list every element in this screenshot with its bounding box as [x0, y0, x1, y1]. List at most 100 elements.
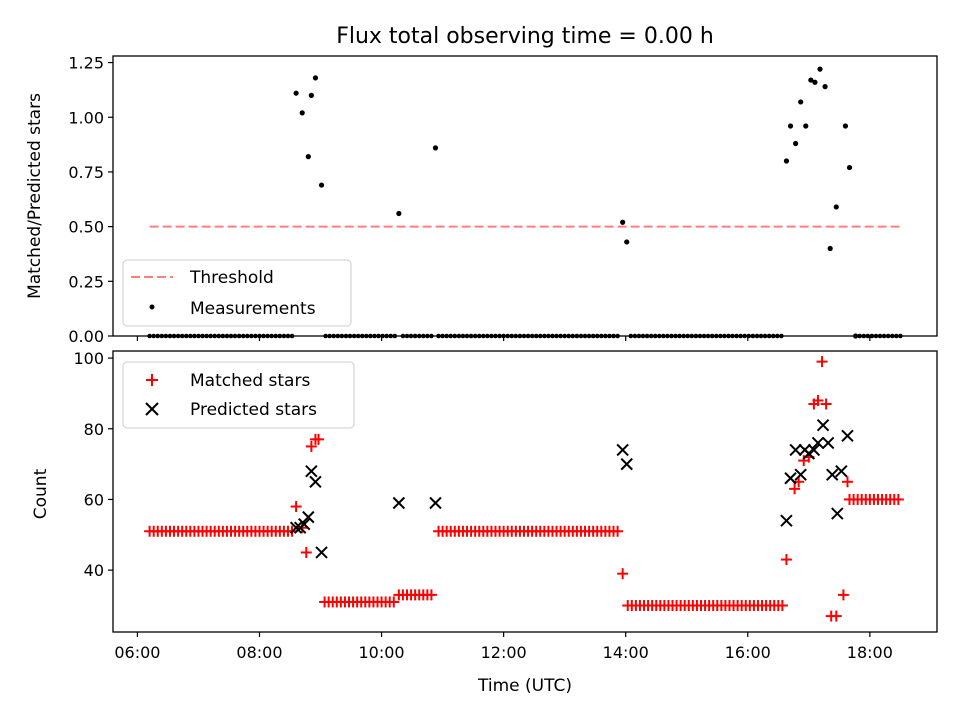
- predicted-stars-point: [841, 429, 854, 443]
- matched-stars-point: [841, 476, 853, 488]
- bottom-legend-box: [122, 361, 355, 429]
- x-tick-label: 12:00: [481, 643, 527, 662]
- bottom-y-tick-label: 60: [84, 490, 104, 509]
- measurement-point: [396, 210, 402, 217]
- predicted-stars-point: [298, 517, 311, 531]
- top-y-tick-label: 0.75: [68, 163, 104, 182]
- matched-stars-point: [830, 610, 842, 622]
- matched-stars-point: [425, 589, 437, 601]
- predicted-stars-point: [620, 457, 633, 471]
- predicted-stars-point: [794, 468, 807, 481]
- bottom-plot-area: [144, 356, 904, 622]
- x-tick-label: 06:00: [114, 643, 160, 662]
- predicted-stars-point: [789, 443, 802, 457]
- measurements-legend-marker: [149, 304, 155, 310]
- predicted-stars-point: [784, 472, 797, 485]
- predicted-stars-point: [616, 443, 629, 457]
- predicted-stars-legend-marker: [145, 402, 159, 416]
- measurement-point: [803, 123, 809, 129]
- top-y-tick-label: 0.50: [68, 218, 104, 237]
- matched-stars-point: [812, 394, 824, 406]
- measurement-point: [846, 164, 853, 171]
- predicted-stars-point: [780, 514, 793, 527]
- measurement-point: [798, 99, 804, 105]
- measurement-point: [312, 75, 319, 81]
- matched-stars-point: [296, 522, 308, 534]
- chart-title: Flux total observing time = 0.00 h: [336, 24, 714, 49]
- top-axes: 0.00 0.25 0.50 0.75 1.00 1.25 Matched/Predict…: [25, 54, 938, 346]
- measurement-point: [293, 90, 299, 96]
- x-tick-label: 10:00: [359, 643, 405, 662]
- bottom-axes: 06:00 08:00 10:00 12:00 14:00 16:00 18:00 40 60 8…: [31, 349, 938, 696]
- bottom-legend: Matched stars Predicted stars: [122, 361, 355, 429]
- matched-stars-legend-marker: [146, 374, 158, 386]
- measurement-point: [822, 84, 828, 90]
- predicted-stars-point: [821, 436, 835, 450]
- matched-stars-point: [820, 398, 832, 410]
- matched-stars-point: [300, 546, 312, 558]
- predicted-stars-point: [309, 475, 322, 488]
- matched-stars-point: [305, 440, 317, 452]
- matched-stars-point: [388, 596, 400, 608]
- top-y-axis-label: Matched/Predicted stars: [25, 93, 45, 299]
- bottom-y-axis-label: Count: [31, 468, 51, 519]
- predicted-stars-point: [816, 419, 830, 432]
- predicted-stars-point: [811, 436, 825, 450]
- predicted-stars-point: [302, 510, 315, 524]
- measurement-point: [620, 219, 626, 225]
- measurement-point: [624, 239, 630, 245]
- measurements-legend-label: Measurements: [190, 299, 316, 319]
- measurement-point: [318, 182, 325, 188]
- measurement-point: [299, 110, 305, 116]
- predicted-stars-point: [835, 464, 848, 478]
- bottom-y-tick-label: 80: [84, 420, 104, 439]
- top-axes-frame: [112, 55, 938, 337]
- predicted-stars-legend-label: Predicted stars: [190, 400, 317, 420]
- measurement-point: [308, 92, 314, 98]
- matched-stars-point: [780, 554, 792, 566]
- measurement-point: [827, 245, 833, 252]
- measurement-point: [833, 204, 839, 210]
- matched-stars-point: [892, 493, 904, 505]
- x-axis-label: Time (UTC): [477, 676, 572, 696]
- predicted-stars-point: [392, 496, 406, 510]
- measurement-point: [812, 79, 818, 85]
- x-tick-label: 16:00: [725, 643, 771, 662]
- threshold-legend-label: Threshold: [189, 268, 274, 288]
- measurement-point: [808, 77, 814, 83]
- bottom-axes-frame: [112, 350, 938, 633]
- matched-stars-point: [837, 589, 849, 601]
- predicted-stars-point: [315, 546, 328, 559]
- predicted-stars-point: [289, 521, 303, 534]
- bottom-y-tick-label: 40: [84, 561, 104, 580]
- matched-stars-point: [844, 493, 856, 505]
- matched-stars-point: [776, 599, 788, 611]
- matched-stars-point: [617, 568, 629, 580]
- measurement-point: [817, 66, 823, 72]
- x-tick-label: 14:00: [603, 643, 649, 662]
- predicted-stars-point: [429, 496, 442, 510]
- top-y-tick-label: 1.00: [68, 108, 104, 127]
- top-y-tick-label: 1.25: [68, 54, 104, 73]
- measurement-point: [305, 154, 311, 160]
- matched-stars-point: [816, 356, 828, 368]
- measurement-point: [432, 145, 439, 151]
- measurement-point: [787, 123, 794, 129]
- matched-stars-point: [290, 501, 302, 513]
- bottom-y-tick-label: 100: [73, 349, 104, 368]
- top-legend: Threshold Measurements: [122, 259, 352, 327]
- matched-stars-point: [312, 433, 324, 445]
- measurement-point: [842, 123, 849, 129]
- predicted-stars-point: [807, 443, 821, 457]
- predicted-stars-point: [305, 464, 318, 478]
- top-axis-ticks: 0.00 0.25 0.50 0.75 1.00 1.25: [68, 54, 871, 346]
- matched-stars-legend-label: Matched stars: [190, 371, 310, 391]
- predicted-stars-point: [826, 468, 839, 481]
- bottom-axis-ticks: 06:00 08:00 10:00 12:00 14:00 16:00 18:00 40 60 8…: [73, 349, 892, 662]
- x-tick-label: 08:00: [236, 643, 282, 662]
- predicted-stars-point: [831, 507, 844, 520]
- top-y-tick-label: 0.25: [68, 272, 104, 291]
- top-y-tick-label: 0.00: [68, 327, 104, 346]
